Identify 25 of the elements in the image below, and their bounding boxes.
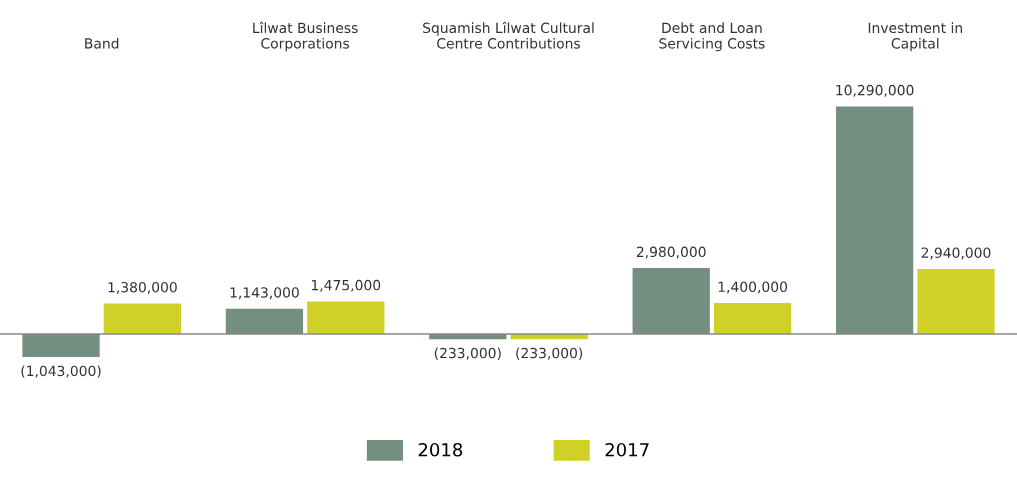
- bar: [632, 268, 710, 335]
- data-label: 2,980,000: [636, 246, 706, 259]
- bar: [103, 303, 182, 335]
- data-label: (233,000): [516, 347, 583, 360]
- data-label: 2,940,000: [921, 247, 991, 260]
- bar: [225, 308, 304, 335]
- bar: [307, 301, 385, 335]
- data-label: 1,475,000: [311, 279, 381, 292]
- x-tick-label: Squamish Lîlwat Cultural Centre Contributions: [423, 21, 594, 49]
- x-tick-label: Debt and Loan Servicing Costs: [659, 22, 765, 52]
- x-tick-label: Band: [85, 37, 119, 49]
- data-label: 10,290,000: [836, 84, 914, 97]
- x-tick-label: Investment in Capital: [868, 22, 962, 52]
- data-label: 1,380,000: [108, 281, 177, 294]
- data-label: 1,400,000: [718, 281, 787, 294]
- bar: [835, 106, 914, 335]
- x-tick-label: Lîlwat Business Corporations: [253, 21, 358, 52]
- bar: [713, 303, 792, 335]
- data-label: (1,043,000): [21, 365, 101, 378]
- data-label: (233,000): [434, 347, 501, 360]
- data-label: 1,143,000: [230, 287, 299, 300]
- legend-label: 2018: [418, 442, 463, 457]
- bar: [917, 268, 995, 335]
- legend-label: 2017: [605, 442, 649, 457]
- bar: [22, 334, 100, 358]
